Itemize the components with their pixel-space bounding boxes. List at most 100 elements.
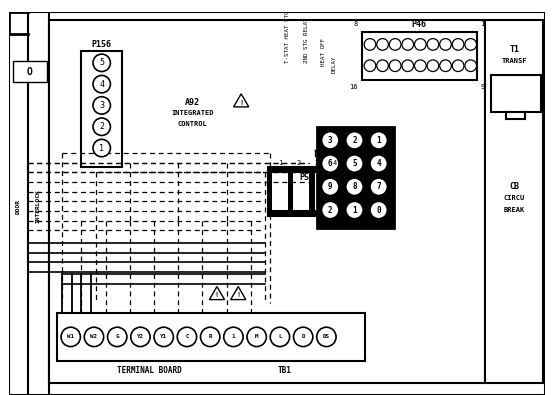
Text: 16: 16 bbox=[349, 84, 357, 90]
Text: INTEGRATED: INTEGRATED bbox=[172, 110, 214, 116]
Bar bbox=[272, 173, 288, 210]
Bar bbox=[294, 173, 309, 210]
Circle shape bbox=[107, 327, 127, 346]
Text: 8: 8 bbox=[352, 182, 357, 191]
Text: P46: P46 bbox=[412, 20, 427, 28]
Text: 6: 6 bbox=[328, 159, 332, 168]
Text: W1: W1 bbox=[67, 335, 74, 339]
Text: !: ! bbox=[215, 292, 219, 298]
Circle shape bbox=[61, 327, 80, 346]
Circle shape bbox=[389, 39, 401, 50]
Circle shape bbox=[389, 60, 401, 71]
Bar bbox=[268, 167, 356, 216]
Circle shape bbox=[346, 132, 363, 149]
Bar bbox=[485, 20, 543, 384]
Text: W2: W2 bbox=[90, 335, 98, 339]
Text: !: ! bbox=[236, 292, 240, 298]
Circle shape bbox=[427, 39, 439, 50]
Circle shape bbox=[377, 39, 388, 50]
Circle shape bbox=[402, 60, 413, 71]
Text: HEAT OFF: HEAT OFF bbox=[321, 38, 326, 66]
Text: T1: T1 bbox=[509, 45, 519, 54]
Circle shape bbox=[370, 132, 387, 149]
Circle shape bbox=[346, 201, 363, 219]
Bar bbox=[57, 313, 365, 361]
Circle shape bbox=[465, 60, 476, 71]
Text: TERMINAL BOARD: TERMINAL BOARD bbox=[117, 366, 182, 375]
Text: 4: 4 bbox=[333, 160, 337, 166]
Bar bbox=[362, 32, 476, 80]
Text: !: ! bbox=[239, 100, 243, 105]
Bar bbox=[49, 20, 485, 384]
Text: 4: 4 bbox=[376, 159, 381, 168]
Circle shape bbox=[402, 39, 413, 50]
Circle shape bbox=[364, 39, 376, 50]
Text: C: C bbox=[185, 335, 189, 339]
Circle shape bbox=[93, 118, 110, 135]
Circle shape bbox=[93, 139, 110, 157]
Circle shape bbox=[247, 327, 266, 346]
Circle shape bbox=[465, 39, 476, 50]
Circle shape bbox=[414, 60, 426, 71]
Circle shape bbox=[154, 327, 173, 346]
Text: TRANSF: TRANSF bbox=[501, 58, 527, 64]
Text: 2: 2 bbox=[296, 160, 300, 166]
Text: M: M bbox=[255, 335, 258, 339]
Text: 2: 2 bbox=[352, 136, 357, 145]
Text: O: O bbox=[26, 66, 32, 77]
Text: 9: 9 bbox=[328, 182, 332, 191]
Text: 5: 5 bbox=[352, 159, 357, 168]
Text: 2: 2 bbox=[99, 122, 104, 131]
Text: 2ND STG RELAY: 2ND STG RELAY bbox=[304, 17, 309, 63]
Text: A92: A92 bbox=[185, 98, 200, 107]
Text: 1: 1 bbox=[278, 160, 282, 166]
Circle shape bbox=[224, 327, 243, 346]
Circle shape bbox=[346, 155, 363, 172]
Text: 3: 3 bbox=[315, 160, 319, 166]
Circle shape bbox=[370, 155, 387, 172]
Circle shape bbox=[452, 60, 464, 71]
Circle shape bbox=[294, 327, 313, 346]
Text: P156: P156 bbox=[92, 40, 112, 49]
Text: 0: 0 bbox=[376, 205, 381, 214]
Text: Y2: Y2 bbox=[137, 335, 144, 339]
Circle shape bbox=[317, 327, 336, 346]
Text: L: L bbox=[278, 335, 281, 339]
Circle shape bbox=[177, 327, 197, 346]
Text: 1: 1 bbox=[376, 136, 381, 145]
Circle shape bbox=[364, 60, 376, 71]
Text: P58: P58 bbox=[300, 173, 315, 182]
Text: BREAK: BREAK bbox=[504, 207, 525, 213]
Circle shape bbox=[414, 39, 426, 50]
Circle shape bbox=[270, 327, 290, 346]
Circle shape bbox=[93, 54, 110, 71]
Text: D: D bbox=[301, 335, 305, 339]
Text: T-STAT HEAT STG: T-STAT HEAT STG bbox=[285, 10, 290, 63]
Circle shape bbox=[370, 201, 387, 219]
Bar bbox=[13, 61, 47, 82]
Circle shape bbox=[440, 39, 452, 50]
Text: DELAY: DELAY bbox=[332, 55, 337, 73]
Text: 1: 1 bbox=[352, 205, 357, 214]
Text: 2: 2 bbox=[328, 205, 332, 214]
Circle shape bbox=[346, 178, 363, 196]
Text: 1: 1 bbox=[99, 143, 104, 152]
Text: 3: 3 bbox=[99, 101, 104, 110]
Text: 1: 1 bbox=[232, 335, 235, 339]
Text: CB: CB bbox=[509, 182, 519, 191]
Circle shape bbox=[201, 327, 220, 346]
Bar bbox=[315, 173, 330, 210]
Circle shape bbox=[377, 60, 388, 71]
Circle shape bbox=[321, 201, 339, 219]
Circle shape bbox=[370, 178, 387, 196]
Text: INTERLOCK: INTERLOCK bbox=[35, 189, 40, 223]
Text: TB1: TB1 bbox=[278, 366, 292, 375]
Text: Y1: Y1 bbox=[160, 335, 167, 339]
Circle shape bbox=[321, 178, 339, 196]
Circle shape bbox=[93, 75, 110, 93]
Bar bbox=[317, 127, 394, 228]
Text: 5: 5 bbox=[99, 58, 104, 67]
Text: CONTROL: CONTROL bbox=[178, 121, 208, 127]
Bar bbox=[336, 173, 352, 210]
Circle shape bbox=[452, 39, 464, 50]
